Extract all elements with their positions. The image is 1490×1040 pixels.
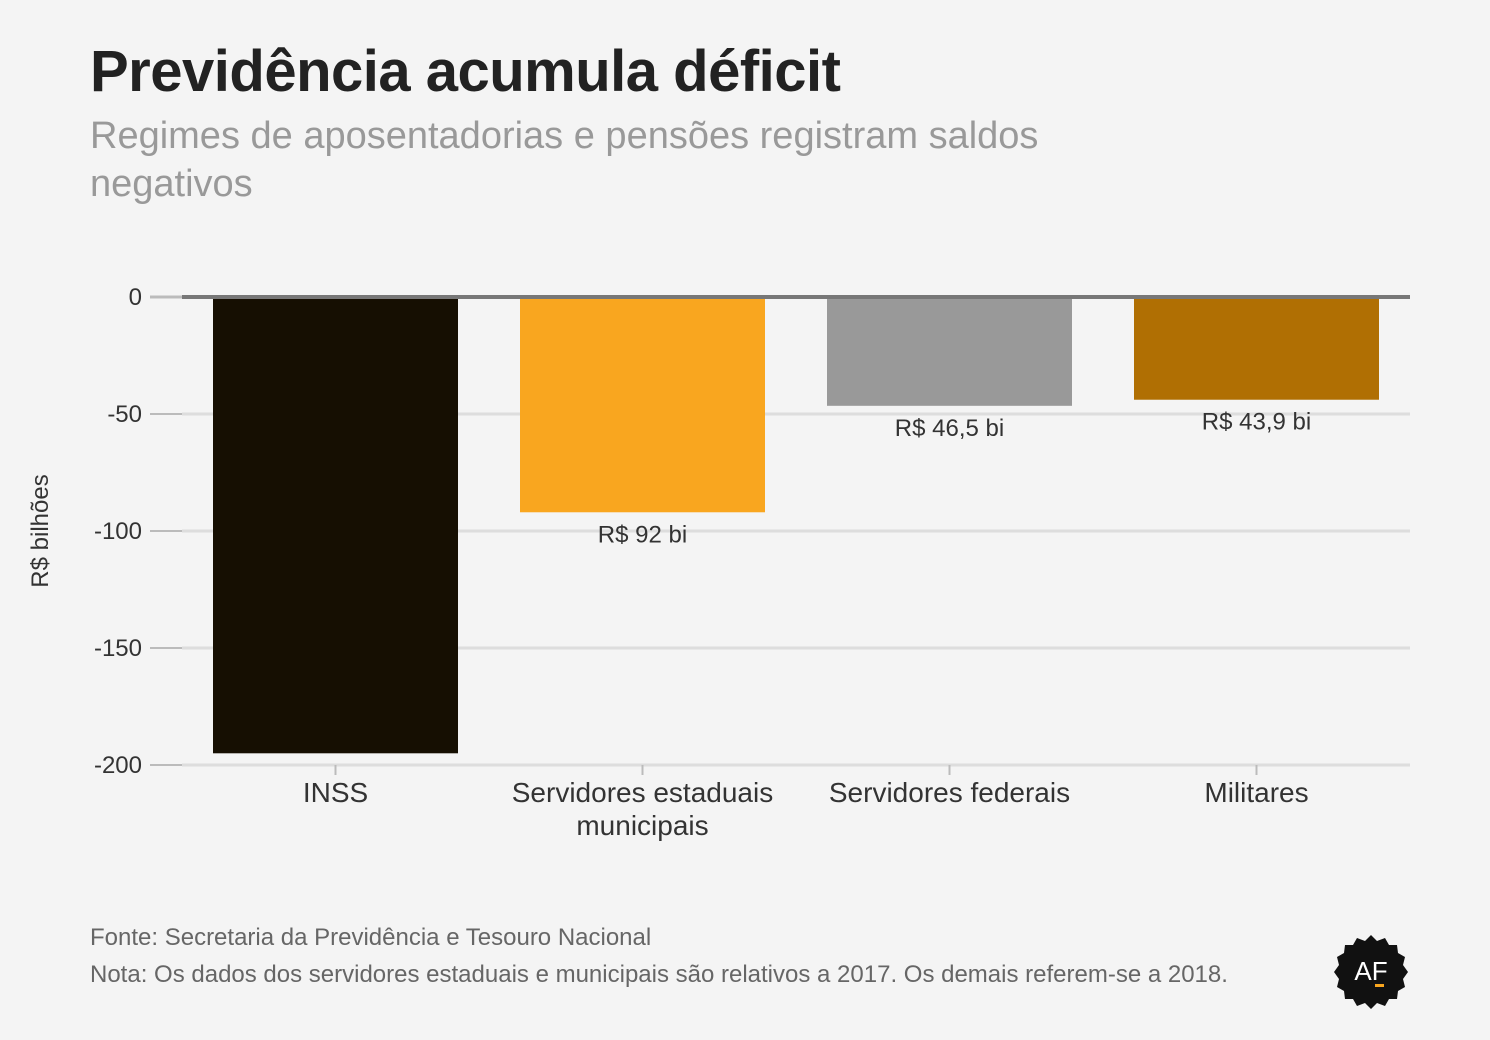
af-logo-icon: AF [1334,935,1408,1009]
y-tick-label: -50 [107,401,142,428]
x-category-label: INSS [303,777,368,808]
x-category-label: municipais [576,810,708,841]
y-tick-label: 0 [129,284,142,311]
bar [1134,297,1379,400]
x-category-label: Servidores federais [829,777,1070,808]
x-category-label: Servidores estaduais [512,777,773,808]
bar-data-label: R$ 46,5 bi [895,415,1004,442]
x-category-label: Militares [1204,777,1308,808]
bar [827,297,1072,406]
logo-badge-shape [1334,935,1408,1009]
chart-title: Previdência acumula déficit [90,39,841,104]
footnote: Nota: Os dados dos servidores estaduais … [90,961,1228,988]
source-note: Fonte: Secretaria da Previdência e Tesou… [90,924,652,951]
y-tick-label: -150 [94,635,142,662]
y-tick-label: -100 [94,518,142,545]
bar [520,297,765,513]
logo-text: AF [1354,956,1387,986]
bar [213,297,458,754]
y-tick-label: -200 [94,752,142,779]
y-axis-label: R$ bilhões [27,474,54,587]
logo-accent [1375,984,1384,987]
bar-data-label: R$ 92 bi [598,521,687,548]
bar-data-label: R$ 43,9 bi [1202,409,1311,436]
chart-subtitle: Regimes de aposentadorias e pensões regi… [90,115,1039,205]
